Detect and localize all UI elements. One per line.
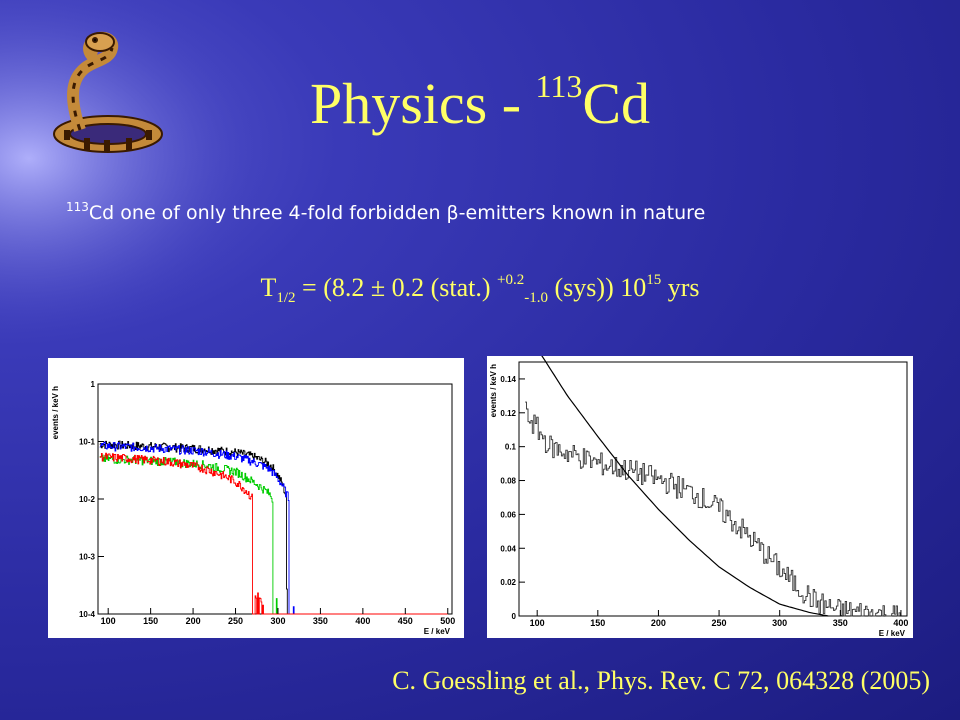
x-tick-label: 200 <box>186 616 201 626</box>
x-axis-label: E / keV <box>424 627 451 636</box>
y-tick-label: 0.02 <box>500 578 516 587</box>
half-life-sys: (sys)) 10 <box>548 273 647 302</box>
half-life-subscript: 1/2 <box>276 290 296 306</box>
sys-error-minus: -1.0 <box>524 290 549 306</box>
x-tick-label: 300 <box>270 616 285 626</box>
slide-title: Physics - 113Cd <box>0 68 960 137</box>
x-tick-label: 100 <box>530 618 545 628</box>
title-prefix: Physics - <box>309 71 536 136</box>
cobra-snake-icon <box>53 31 163 153</box>
y-tick-label: 1 <box>91 380 96 389</box>
spectrum-chart-fit: 100 150 200 250 300 350 400 0 0.02 0.04 0.06 0.08 0.… <box>487 348 913 638</box>
citation: C. Goessling et al., Phys. Rev. C 72, 06… <box>392 666 930 695</box>
fit-curve <box>536 348 829 617</box>
x-tick-label: 450 <box>398 616 413 626</box>
y-tick-label: 0.14 <box>500 375 516 384</box>
x-tick-label: 200 <box>651 618 666 628</box>
subtitle-text: Cd one of only three 4-fold forbidden β-… <box>88 202 706 224</box>
spectrum-chart-log-svg: 100 150 200 250 300 350 400 450 500 1 10-1 10-2 10-3… <box>51 380 455 636</box>
spectrum-chart-fit-svg: 100 150 200 250 300 350 400 0 0.02 0.04 0.06 0.08 0.… <box>489 348 908 638</box>
y-tick-label: 0.1 <box>505 443 517 452</box>
y-axis-label: events / keV h <box>51 386 60 439</box>
y-tick-label: 0.04 <box>500 544 516 553</box>
half-life-value: = (8.2 ± 0.2 (stat.) <box>295 273 498 302</box>
y-tick-label: 0.06 <box>500 510 516 519</box>
spectrum-chart-log: 100 150 200 250 300 350 400 450 500 1 10-1 10-2 10-3… <box>48 358 464 638</box>
plot-frame <box>97 383 453 615</box>
x-tick-label: 150 <box>143 616 158 626</box>
y-tick-label: 0.08 <box>500 477 516 486</box>
subtitle-isotope-mass: 113 <box>66 200 89 214</box>
x-axis-label: E / keV <box>879 629 906 638</box>
y-tick-label: 10-1 <box>79 438 96 447</box>
plot-frame <box>518 361 908 617</box>
half-life-formula: T1/2 = (8.2 ± 0.2 (stat.) +0.2 -1.0 (sys)… <box>0 272 960 307</box>
x-tick-label: 350 <box>313 616 328 626</box>
x-tick-label: 400 <box>355 616 370 626</box>
x-tick-label: 350 <box>833 618 848 628</box>
title-isotope-mass: 113 <box>535 68 583 104</box>
title-element: Cd <box>582 71 651 136</box>
x-tick-label: 150 <box>590 618 605 628</box>
x-tick-label: 400 <box>893 618 908 628</box>
half-life-unit: yrs <box>661 273 700 302</box>
x-tick-label: 300 <box>772 618 787 628</box>
y-tick-label: 10-2 <box>79 495 96 504</box>
half-life-exponent: 15 <box>646 272 662 288</box>
series-line-0 <box>525 401 901 617</box>
y-tick-label: 0 <box>512 612 517 621</box>
x-tick-label: 500 <box>440 616 455 626</box>
sys-error-plus: +0.2 <box>497 272 525 288</box>
y-tick-label: 10-3 <box>79 553 96 562</box>
half-life-symbol: T <box>260 273 277 302</box>
slide-subtitle: 113Cd one of only three 4-fold forbidden… <box>66 200 705 224</box>
y-tick-label: 0.12 <box>500 409 516 418</box>
y-tick-label: 10-4 <box>79 610 96 619</box>
x-tick-label: 250 <box>712 618 727 628</box>
x-tick-label: 250 <box>228 616 243 626</box>
x-tick-label: 100 <box>101 616 116 626</box>
y-axis-label: events / keV h <box>489 364 498 417</box>
